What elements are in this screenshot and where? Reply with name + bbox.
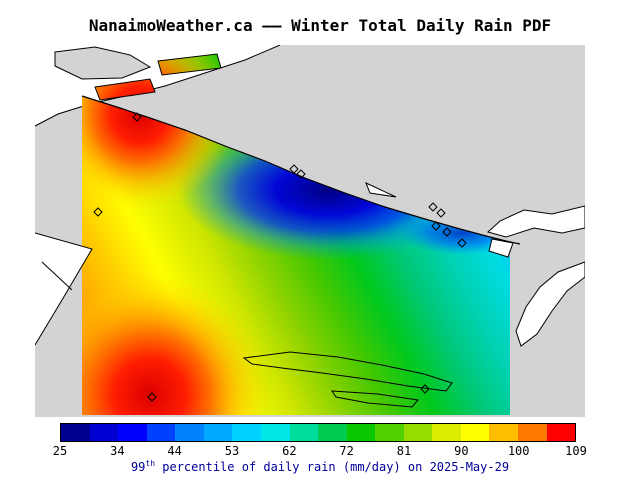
colorbar-segment [318, 424, 347, 441]
island-outline-long [242, 351, 453, 392]
colorbar-segment [346, 424, 376, 441]
colorbar-tick: 109 [565, 444, 587, 458]
colorbar-segment [232, 424, 261, 441]
island-outline-small [331, 390, 419, 408]
island-topleft [54, 46, 152, 80]
coastline-mainland [81, 95, 521, 245]
station-marker [442, 227, 452, 237]
coastline-bottomleft-inner [41, 261, 73, 291]
station-marker [436, 208, 446, 218]
colorbar-segment [403, 424, 433, 441]
water-region-bottomleft [35, 233, 92, 345]
colorbar-segment [118, 424, 147, 441]
map-plot [35, 45, 585, 417]
colorbar-tick: 100 [507, 444, 530, 458]
colorbar-tick: 25 [52, 444, 68, 458]
station-marker [132, 112, 142, 122]
inlet-notch [488, 238, 514, 258]
colorbar-tick: 34 [110, 444, 125, 458]
colorbar-ticks: 25 34 44 53 62 72 81 90 100 109 [53, 444, 587, 458]
colorbar-segment [89, 424, 119, 441]
station-marker [147, 392, 157, 402]
colorbar-segment [518, 424, 547, 441]
station-marker [457, 238, 467, 248]
colorbar-segment [375, 424, 404, 441]
colorbar-tick: 62 [282, 444, 297, 458]
station-marker [93, 207, 103, 217]
colorbar-tick: 72 [339, 444, 354, 458]
colorbar-tick: 53 [224, 444, 240, 458]
caption: 99th percentile of daily rain (mm/day) o… [0, 459, 640, 474]
station-markers [93, 112, 467, 402]
colorbar-tick: 81 [396, 444, 412, 458]
colorbar-bar [60, 423, 576, 442]
station-marker [420, 384, 430, 394]
inlet-upper-right [486, 205, 585, 238]
page-title: NanaimoWeather.ca —— Winter Total Daily … [88, 16, 552, 35]
colorbar-segment [546, 424, 576, 441]
island-strip-outline [157, 53, 222, 76]
colorbar-segment [146, 424, 176, 441]
station-marker [428, 202, 438, 212]
colorbar-segment [289, 424, 319, 441]
caption-superscript: th [145, 459, 156, 468]
station-marker [431, 221, 441, 231]
coastline-bottomleft [35, 232, 93, 346]
caption-text: percentile of daily rain (mm/day) on 202… [155, 460, 510, 474]
station-marker [296, 169, 306, 179]
colorbar-segment [175, 424, 204, 441]
island-strip-outline [94, 78, 156, 101]
colorbar-tick: 44 [167, 444, 182, 458]
inlet-thin [365, 182, 397, 198]
colorbar-segment [489, 424, 518, 441]
colorbar-segment [61, 424, 90, 441]
colorbar-segment [260, 424, 290, 441]
colorbar-segment [432, 424, 461, 441]
colorbar-tick: 90 [454, 444, 469, 458]
colorbar-segment [203, 424, 233, 441]
colorbar-segment [460, 424, 490, 441]
inlet-lower-right [515, 261, 585, 347]
station-marker [289, 164, 299, 174]
caption-value: 99 [130, 460, 146, 474]
